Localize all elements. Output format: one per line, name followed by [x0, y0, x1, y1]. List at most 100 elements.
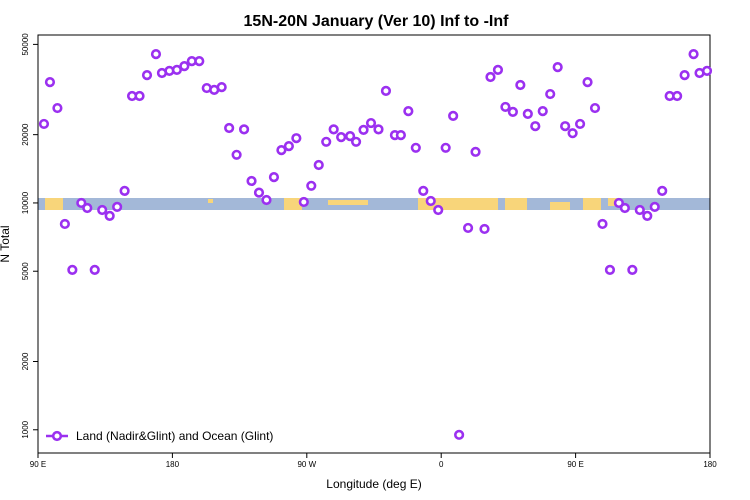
point — [321, 136, 332, 147]
point — [672, 90, 683, 102]
point — [657, 185, 668, 197]
map-strip — [38, 198, 710, 210]
point — [597, 218, 608, 230]
point — [454, 429, 465, 440]
point — [224, 122, 235, 134]
point — [141, 70, 153, 81]
point — [238, 124, 250, 135]
x-tick-label: 180 — [703, 460, 717, 469]
point — [500, 101, 511, 113]
x-tick-label: 90 E — [567, 460, 583, 469]
point — [433, 204, 444, 216]
point — [179, 61, 190, 72]
point — [440, 142, 451, 153]
point — [119, 185, 130, 197]
point — [150, 49, 162, 60]
point — [216, 82, 227, 93]
point — [470, 146, 481, 157]
point — [89, 264, 100, 275]
point — [701, 65, 713, 77]
point — [448, 110, 459, 121]
point — [365, 117, 377, 129]
y-tick-label: 10000 — [21, 191, 30, 214]
point — [634, 204, 645, 216]
point — [537, 106, 548, 117]
point — [560, 121, 571, 132]
point — [530, 121, 541, 132]
point — [567, 128, 578, 139]
x-tick-label: 90 E — [30, 460, 46, 469]
point — [589, 102, 601, 114]
point — [134, 90, 145, 102]
point — [418, 185, 429, 197]
point — [619, 202, 630, 214]
point — [246, 175, 257, 187]
point — [395, 130, 406, 141]
point — [59, 218, 70, 230]
y-tick-label: 2000 — [21, 352, 30, 370]
point — [276, 144, 287, 156]
plot-frame — [37, 34, 711, 454]
point — [52, 102, 63, 114]
point — [97, 204, 108, 216]
point — [552, 62, 563, 73]
point — [306, 180, 317, 191]
point — [112, 201, 123, 212]
point — [515, 79, 526, 91]
point — [67, 264, 78, 275]
point — [492, 64, 504, 75]
point — [462, 222, 474, 234]
point — [604, 264, 616, 275]
y-tick-label: 1000 — [21, 420, 30, 438]
point — [522, 108, 533, 119]
point — [403, 106, 414, 117]
point — [231, 149, 242, 160]
point — [350, 136, 362, 147]
point — [38, 118, 50, 130]
point — [336, 132, 347, 143]
x-tick-label: 0 — [439, 460, 444, 469]
point — [283, 141, 294, 152]
point — [649, 201, 660, 212]
y-tick-label: 50000 — [21, 33, 30, 56]
point — [328, 124, 339, 135]
point — [194, 55, 205, 67]
point — [688, 49, 699, 60]
point — [298, 196, 309, 208]
point — [44, 76, 56, 88]
point — [485, 71, 496, 83]
point — [291, 133, 302, 144]
point — [627, 264, 638, 275]
y-tick-label: 5000 — [21, 262, 30, 280]
point — [642, 210, 653, 221]
point — [613, 197, 625, 209]
point — [253, 187, 265, 198]
x-tick-label: 180 — [166, 460, 180, 469]
point — [373, 124, 384, 135]
point — [380, 85, 392, 96]
point — [76, 197, 87, 209]
legend-label: Land (Nadir&Glint) and Ocean (Glint) — [76, 429, 273, 443]
point — [479, 223, 490, 235]
point — [104, 210, 115, 221]
point — [545, 88, 556, 100]
y-tick-label: 20000 — [21, 123, 30, 146]
chart-title: 15N-20N January (Ver 10) Inf to -Inf — [244, 13, 510, 30]
point — [574, 118, 586, 130]
legend-marker — [51, 430, 63, 442]
x-tick-label: 90 W — [297, 460, 316, 469]
point — [261, 194, 272, 206]
point — [679, 70, 690, 81]
point — [582, 76, 593, 88]
point — [425, 195, 436, 207]
point — [410, 142, 421, 153]
point — [268, 171, 280, 183]
point — [507, 106, 518, 117]
point — [313, 159, 324, 171]
x-axis-label: Longitude (deg E) — [326, 477, 421, 491]
y-axis-label: N Total — [0, 225, 12, 262]
point — [345, 131, 356, 142]
point — [171, 64, 182, 75]
point — [358, 124, 369, 135]
